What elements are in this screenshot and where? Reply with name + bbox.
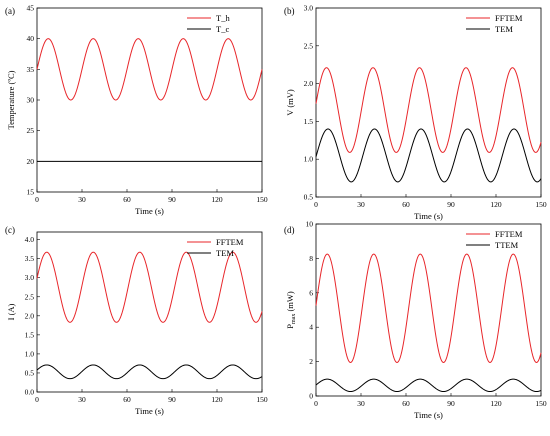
plot-frame	[315, 7, 542, 198]
chart-panel-3: (c) 0 30 60 90 120 150 0.0 0.5 1.0 1.5 2.0 2.5 3.0 3.5…	[5, 225, 268, 416]
y-tick-label: 0.5	[304, 193, 314, 202]
x-tick-label: 30	[78, 395, 86, 404]
x-tick-label: 0	[314, 399, 318, 408]
y-tick-label: 2.5	[304, 41, 314, 50]
series-line-t-h	[36, 38, 263, 101]
y-tick-label: 45	[27, 4, 35, 13]
x-tick-label: 120	[211, 395, 223, 404]
panel-label: (c)	[5, 225, 15, 235]
y-tick-label: 2.0	[304, 79, 314, 88]
x-tick-label: 150	[256, 195, 268, 204]
x-tick-label: 30	[357, 200, 365, 209]
chart-panel-1: (a) 0 30 60 90 120 150 15 20 25 30 35 40 45 Time (s) Te…	[5, 4, 268, 217]
y-tick-label: 1.0	[304, 155, 314, 164]
y-tick-label: 20	[27, 157, 35, 166]
x-axis-title: Time (s)	[414, 410, 443, 420]
chart-panel-2: (b) 0 30 60 90 120 150 0.5 1.0 1.5 2.0 2.5 3.0 Time (…	[284, 4, 547, 222]
y-tick-label: 40	[27, 34, 35, 43]
series-line-ttem	[315, 378, 542, 393]
legend-label: T_h	[216, 13, 230, 23]
x-axis-title: Time (s)	[135, 206, 164, 216]
y-tick-label: 3.5	[25, 254, 35, 263]
panel-label: (b)	[284, 6, 295, 16]
x-tick-label: 120	[490, 200, 502, 209]
legend-label: TEM	[216, 248, 234, 258]
y-tick-label: 4.0	[25, 235, 35, 244]
x-tick-label: 0	[35, 395, 39, 404]
series-line-fftem	[36, 251, 263, 323]
y-tick-label: 0.0	[25, 388, 35, 397]
y-tick-label: 10	[306, 220, 314, 229]
x-tick-label: 90	[168, 395, 176, 404]
x-tick-label: 120	[211, 195, 223, 204]
y-tick-label: 4	[309, 323, 313, 332]
y-tick-label: 3.0	[304, 4, 314, 13]
series-line-tem	[36, 364, 263, 380]
x-tick-label: 0	[314, 200, 318, 209]
legend-label: FFTEM	[495, 13, 523, 23]
x-tick-label: 150	[535, 399, 547, 408]
legend-label: T_c	[216, 24, 229, 34]
y-tick-label: 2.5	[25, 292, 35, 301]
chart-panel-4: (d) 0 30 60 90 120 150 0 2 4 6 8 10 Time (s) Pmax (mW)…	[284, 220, 547, 421]
x-tick-label: 30	[357, 399, 365, 408]
y-tick-label: 6	[309, 288, 313, 297]
panel-label: (a)	[5, 6, 15, 16]
y-tick-label: 2.0	[25, 311, 35, 320]
y-tick-label: 1.0	[25, 349, 35, 358]
y-axis-title: V (mV)	[285, 89, 295, 116]
y-tick-label: 8	[309, 254, 313, 263]
x-axis-title: Time (s)	[414, 211, 443, 221]
legend-label: FFTEM	[495, 229, 523, 239]
x-tick-label: 60	[123, 195, 131, 204]
x-tick-label: 0	[35, 195, 39, 204]
x-tick-label: 90	[168, 195, 176, 204]
y-tick-label: 35	[27, 65, 35, 74]
y-tick-label: 3.0	[25, 273, 35, 282]
y-axis-title: Pmax (mW)	[285, 291, 297, 329]
y-tick-label: 2	[309, 357, 313, 366]
x-tick-label: 30	[78, 195, 86, 204]
x-tick-label: 60	[402, 200, 410, 209]
x-tick-label: 90	[447, 399, 455, 408]
legend-label: TEM	[495, 24, 513, 34]
y-axis-title: Temperature (ºC)	[6, 70, 16, 129]
y-tick-label: 0	[309, 392, 313, 401]
x-tick-label: 150	[256, 395, 268, 404]
x-tick-label: 60	[123, 395, 131, 404]
y-tick-label: 15	[27, 188, 35, 197]
y-tick-label: 1.5	[304, 117, 314, 126]
y-axis-title: I (A)	[6, 303, 16, 320]
y-tick-label: 0.5	[25, 368, 35, 377]
legend-label: TTEM	[495, 240, 519, 250]
x-tick-label: 60	[402, 399, 410, 408]
panel-label: (d)	[284, 225, 295, 235]
series-line-fftem	[315, 253, 542, 363]
x-tick-label: 90	[447, 200, 455, 209]
y-tick-label: 30	[27, 96, 35, 105]
y-tick-label: 1.5	[25, 330, 35, 339]
x-axis-title: Time (s)	[135, 406, 164, 416]
series-line-tem	[315, 128, 542, 183]
x-tick-label: 150	[535, 200, 547, 209]
plot-frame	[315, 223, 542, 397]
legend-label: FFTEM	[216, 237, 244, 247]
series-line-fftem	[315, 67, 542, 153]
x-tick-label: 120	[490, 399, 502, 408]
y-tick-label: 25	[27, 126, 35, 135]
